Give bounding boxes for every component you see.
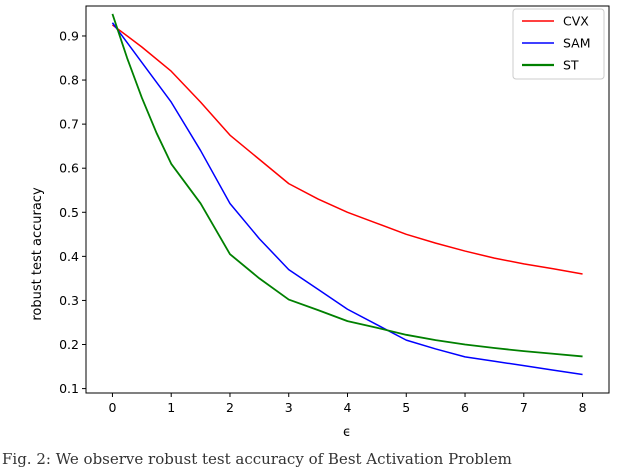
y-tick-label: 0.6 (59, 161, 79, 176)
y-axis-title: robust test accuracy (30, 187, 45, 321)
legend-box (512, 8, 605, 80)
series-layer (111, 13, 583, 376)
legend: CVX SAM ST (512, 8, 605, 80)
x-tick-label: 1 (167, 400, 175, 415)
y-tick-label: 0.2 (59, 337, 79, 352)
x-tick-label: 0 (108, 400, 116, 415)
x-axis-title: ϵ (343, 425, 351, 440)
series-line-st (111, 13, 583, 358)
series-line-cvx (111, 24, 583, 275)
series-line-sam (111, 22, 583, 376)
legend-label-st: ST (563, 58, 579, 73)
x-tick-label: 5 (402, 400, 410, 415)
y-tick-label: 0.9 (59, 28, 79, 43)
figure-caption: Fig. 2: We observe robust test accuracy … (2, 450, 512, 468)
y-tick-label: 0.3 (59, 293, 79, 308)
x-tick-label: 3 (285, 400, 293, 415)
plot-area-frame (85, 5, 610, 394)
y-tick-label: 0.4 (59, 249, 79, 264)
x-tick-label: 2 (226, 400, 234, 415)
x-tick-label: 8 (579, 400, 587, 415)
x-axis-ticks: 0 1 2 3 4 5 6 7 8 (108, 393, 587, 415)
y-tick-label: 0.7 (59, 117, 79, 132)
legend-label-cvx: CVX (563, 14, 589, 29)
y-tick-label: 0.5 (59, 205, 79, 220)
y-tick-label: 0.1 (59, 381, 79, 396)
x-tick-label: 7 (520, 400, 528, 415)
x-tick-label: 6 (461, 400, 469, 415)
x-tick-label: 4 (344, 400, 352, 415)
legend-label-sam: SAM (563, 36, 591, 51)
y-tick-label: 0.8 (59, 73, 79, 88)
y-axis-ticks: 0.1 0.2 0.3 0.4 0.5 0.6 0.7 0.8 0.9 (59, 28, 86, 396)
